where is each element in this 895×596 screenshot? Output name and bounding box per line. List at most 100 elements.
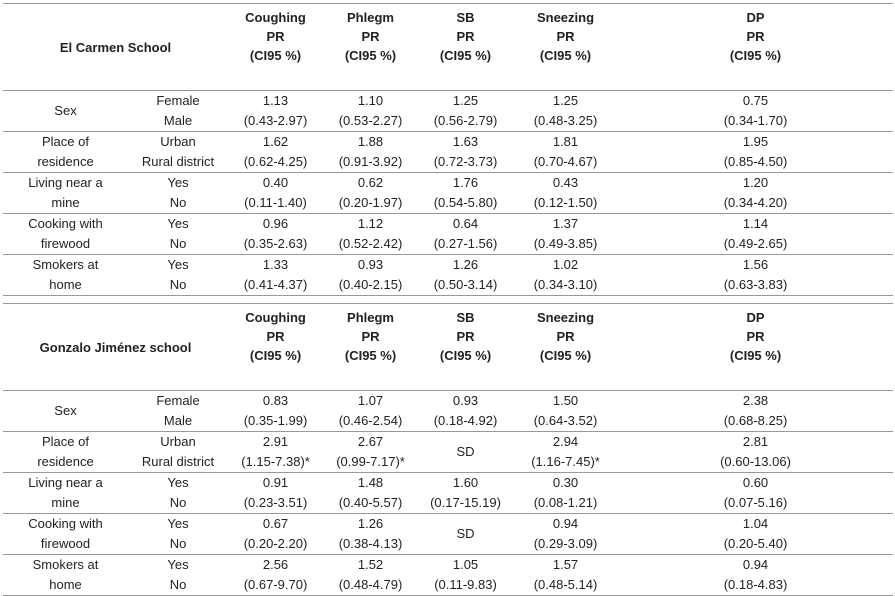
cell-ci: (1.16-7.45)* [513,452,619,473]
cell-ci: (0.56-2.79) [418,111,513,132]
row-top: Place of residence Urban 2.91 2.67 SD 2.94 2.8… [3,431,893,473]
row-top: Cooking with firewood Yes 0.67 1.26 SD 0.94 1.… [3,513,893,555]
cell-ci: (0.85-4.50) [618,152,893,173]
column-measure: PR [456,329,475,344]
cell-value: 0.94 [742,557,769,572]
cell-ci: (0.72-3.73) [418,152,513,173]
column-measure: PR [361,329,380,344]
cell-ci: (0.49-2.65) [618,234,893,255]
cell-value: 0.30 [552,475,579,490]
column-ci: (CI95 %) [344,48,397,63]
row-bottom: No (0.41-4.37) (0.40-2.15) (0.50-3.14) (0.34… [3,275,893,296]
column-header: Phlegm PR (CI95 %) [323,303,419,391]
cell-value: 0.93 [452,393,479,408]
column-ci: (CI95 %) [539,48,592,63]
cell-value: 0.43 [552,175,579,190]
school-name: Gonzalo Jiménez school [3,303,229,391]
cell-ci: (0.11-9.83) [418,575,514,596]
column-measure: PR [746,29,765,44]
cell-value: 0.40 [262,175,289,190]
level: No [128,275,228,296]
cell-ci: (0.52-2.42) [323,234,418,255]
level: No [128,493,229,514]
cell-value: 1.26 [357,516,384,531]
cell-value: 1.05 [452,557,479,572]
level: Yes [167,557,189,572]
cell-value: 0.60 [742,475,769,490]
cell-value: 1.50 [552,393,579,408]
column-ci: (CI95 %) [439,348,492,363]
cell-ci: (1.15-7.38)* [228,452,324,473]
cell-ci: (0.67-9.70) [228,575,324,596]
cell-ci: (0.34-4.20) [618,193,893,214]
level: Urban [160,134,196,149]
cell-value: 0.91 [262,475,289,490]
column-name: Sneezing [536,310,595,325]
cell-value: 1.02 [552,257,579,272]
cell-ci: (0.40-2.15) [323,275,418,296]
cell-ci: (0.20-2.20) [228,534,324,555]
cell-value: 2.56 [262,557,289,572]
column-name: DP [746,10,765,25]
variable: Smokers at home [3,554,128,596]
cell-value: 1.62 [262,134,289,149]
column-ci: (CI95 %) [439,48,492,63]
column-header: Sneezing PR (CI95 %) [513,303,619,391]
column-header: Coughing PR (CI95 %) [228,3,323,91]
column-header: SB PR (CI95 %) [418,3,513,91]
cell-value: 0.75 [742,93,769,108]
variable: Living near a mine [3,172,128,214]
cell-value: 1.52 [357,557,384,572]
header-row: Gonzalo Jiménez school Coughing PR (CI95 %)… [3,303,894,391]
column-name: DP [746,310,765,325]
cell-ci: (0.40-5.57) [323,493,419,514]
cell-ci: (0.35-2.63) [228,234,323,255]
cell-ci: (0.20-1.97) [323,193,418,214]
cell-value: 1.63 [452,134,479,149]
cell-value: 1.26 [452,257,479,272]
cell-ci: (0.18-4.92) [418,411,514,432]
cell-ci: (0.48-3.25) [513,111,618,132]
row-bottom: Male (0.35-1.99) (0.46-2.54) (0.18-4.92) (0.… [3,411,894,432]
cell-value: 1.10 [357,93,384,108]
row-bottom: Rural district (1.15-7.38)* (0.99-7.17)* (1… [3,452,894,473]
column-header: DP PR (CI95 %) [618,3,893,91]
column-measure: PR [361,29,380,44]
cell-value: 1.25 [452,93,479,108]
column-ci: (CI95 %) [249,348,302,363]
level: Female [156,93,200,108]
cell-ci: (0.20-5.40) [618,534,894,555]
cell-value: 1.76 [452,175,479,190]
cell-value: 1.14 [742,216,769,231]
cell-value: 0.64 [452,216,479,231]
column-name: Sneezing [536,10,595,25]
column-name: Coughing [245,310,306,325]
cell-ci: (0.48-4.79) [323,575,419,596]
column-name: Phlegm [347,10,394,25]
column-name: Phlegm [347,310,394,325]
level: Yes [167,516,189,531]
cell-ci: (0.27-1.56) [418,234,513,255]
column-ci: (CI95 %) [344,348,397,363]
cell-value: 0.83 [262,393,289,408]
column-measure: PR [556,29,575,44]
cell-ci: (0.17-15.19) [418,493,514,514]
cell-text: SD [418,431,514,473]
cell-value: 1.60 [452,475,479,490]
header-row: El Carmen School Coughing PR (CI95 %) Phlegm… [3,3,893,91]
cell-value: 0.94 [552,516,579,531]
level: Male [128,411,229,432]
variable: Place of residence [3,431,128,473]
column-measure: PR [746,329,765,344]
cell-value: 1.37 [552,216,579,231]
cell-ci: (0.68-8.25) [618,411,894,432]
cell-value: 1.56 [742,257,769,272]
column-ci: (CI95 %) [729,48,782,63]
cell-ci: (0.50-3.14) [418,275,513,296]
column-ci: (CI95 %) [729,348,782,363]
column-measure: PR [556,329,575,344]
cell-value: 2.67 [357,434,384,449]
cell-value: 2.38 [742,393,769,408]
cell-value: 2.94 [552,434,579,449]
cell-ci: (0.11-1.40) [228,193,323,214]
